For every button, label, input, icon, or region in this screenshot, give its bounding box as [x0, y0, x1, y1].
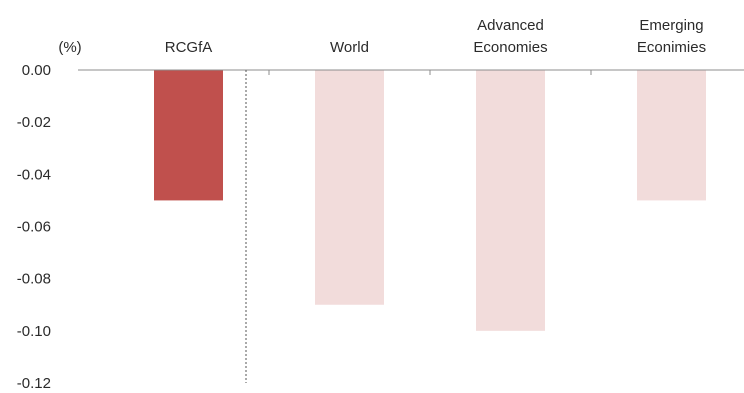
category-label: Advanced [477, 17, 544, 34]
category-label: Economies [473, 39, 547, 56]
y-tick-label: -0.12 [17, 375, 51, 388]
category-label: Emerging [639, 17, 703, 34]
bar [154, 70, 223, 201]
category-label: RCGfA [165, 39, 213, 56]
bar [476, 70, 545, 331]
y-unit-label: (%) [58, 39, 81, 56]
category-label: Econimies [637, 39, 706, 56]
y-tick-label: -0.06 [17, 219, 51, 236]
y-tick-label: 0.00 [22, 62, 51, 79]
bar [315, 70, 384, 305]
y-tick-label: -0.02 [17, 114, 51, 131]
y-tick-label: -0.04 [17, 166, 51, 183]
y-tick-label: -0.08 [17, 271, 51, 288]
category-label: World [330, 39, 369, 56]
bar [637, 70, 706, 201]
y-tick-label: -0.10 [17, 323, 51, 340]
